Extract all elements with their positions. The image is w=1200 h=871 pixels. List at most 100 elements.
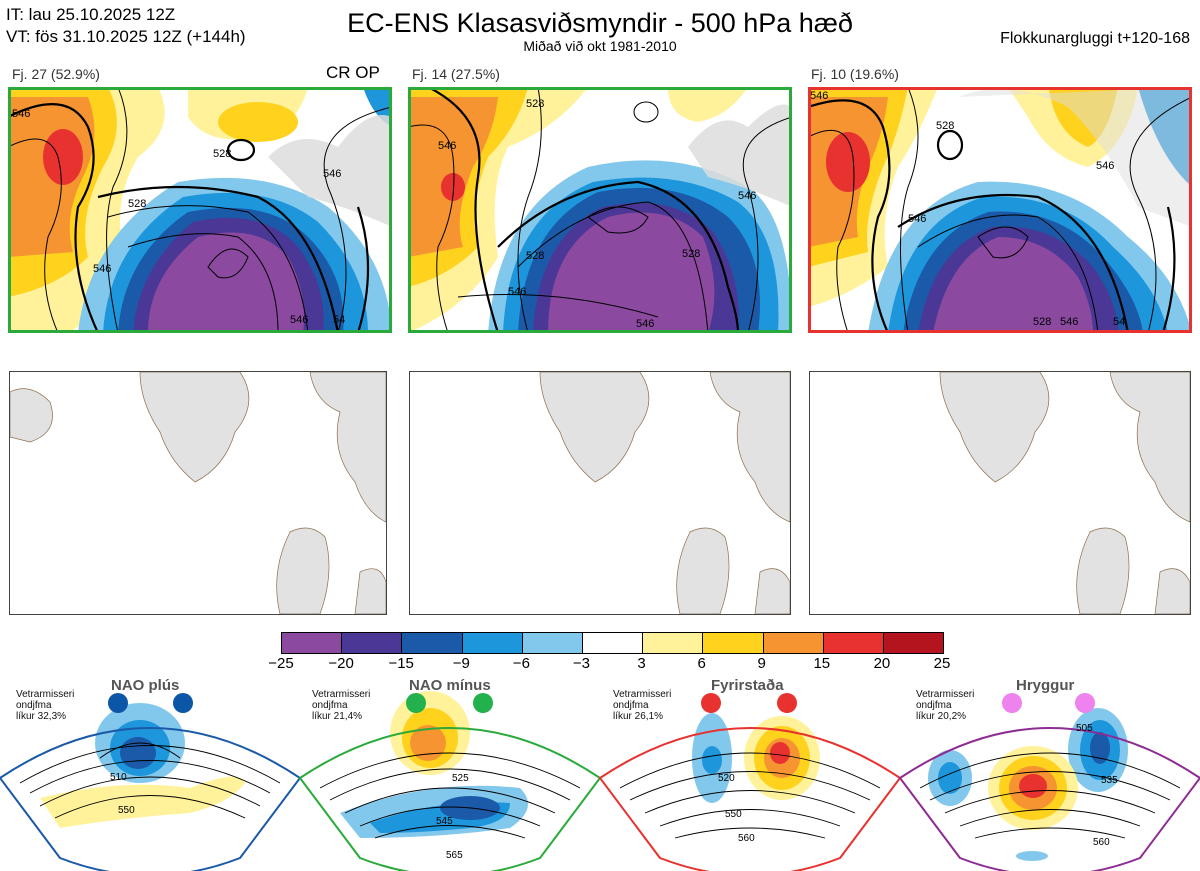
colorbar-tick-label: −20 (328, 655, 354, 672)
regime-3-note: Vetrarmisseri ondjfma líkur 26,1% (613, 689, 671, 722)
colorbar-tick-label: −9 (452, 655, 470, 672)
page-subtitle: Miðað við okt 1981-2010 (523, 38, 677, 54)
colorbar-tick-label: −6 (512, 655, 530, 672)
colorbar-segment (522, 633, 583, 653)
contour-label: 550 (725, 809, 742, 820)
regime-3-map: 520 550 560 (598, 693, 902, 871)
regime-2-dot (473, 693, 493, 713)
cluster-2-map: 546 528 528 546 528 546 546 (408, 87, 792, 333)
colorbar-segment (823, 633, 884, 653)
colorbar-segment (883, 633, 944, 653)
page-title: EC-ENS Klasasviðsmyndir - 500 hPa hæð (347, 8, 853, 38)
note-line: líkur 20,2% (916, 711, 967, 722)
regime-3-dot (777, 693, 797, 713)
note-line: Vetrarmisseri (916, 689, 975, 700)
regime-4-note: Vetrarmisseri ondjfma líkur 20,2% (916, 689, 974, 722)
colorbar-tick-label: 6 (697, 655, 706, 672)
contour-label: 528 (128, 198, 146, 210)
cluster-3-label: Fj. 10 (19.6%) (811, 66, 899, 82)
issue-time: IT: lau 25.10.2025 12Z (6, 5, 176, 24)
contour-label: 528 (682, 248, 700, 260)
regime-1-map: 510 550 (0, 693, 302, 871)
regime-2-map: 525 545 565 (298, 691, 602, 871)
contour-label: 528 (1033, 316, 1051, 328)
colorbar-segment (582, 633, 644, 653)
valid-time: VT: fös 31.10.2025 12Z (+144h) (6, 27, 246, 46)
contour-label: 546 (438, 140, 456, 152)
contour-label: 546 (1096, 160, 1114, 172)
contour-label: 546 (1060, 316, 1078, 328)
contour-label: 525 (452, 773, 469, 784)
note-line: ondjfma (916, 700, 952, 711)
cluster-2-label: Fj. 14 (27.5%) (412, 66, 500, 82)
note-line: ondjfma (16, 700, 52, 711)
regime-1-title: NAO plús (111, 677, 180, 694)
contour-label: 546 (12, 108, 30, 120)
cluster-2-border (408, 87, 792, 333)
colorbar-tick-label: −25 (268, 655, 294, 672)
contour-label: 546 (738, 190, 756, 202)
cluster-1-border (8, 87, 392, 333)
contour-label: 535 (1101, 775, 1118, 786)
colorbar-tick-label: −3 (572, 655, 591, 672)
colorbar-segment (402, 633, 463, 653)
contour-label: 545 (436, 816, 453, 827)
regime-4-dot (1002, 693, 1022, 713)
contour-label: 510 (110, 772, 127, 783)
header-left: IT: lau 25.10.2025 12Z VT: fös 31.10.202… (6, 4, 246, 48)
colorbar-tick-label: 25 (933, 655, 951, 672)
note-line: Vetrarmisseri (312, 689, 371, 700)
cluster-3-map: 546 528 546 546 528 546 54 (808, 87, 1192, 333)
note-line: Vetrarmisseri (16, 689, 75, 700)
contour-label: 565 (446, 850, 463, 861)
regime-1-dot (108, 693, 128, 713)
contour-label: 546 (636, 318, 654, 330)
note-line: líkur 21,4% (312, 711, 363, 722)
regime-4-dot (1075, 693, 1095, 713)
contour-label: 528 (526, 250, 544, 262)
cluster-1-map: 546 528 546 528 546 546 54 (8, 87, 392, 333)
contour-label: 54 (1113, 316, 1125, 328)
colorbar-tick-label: 20 (873, 655, 891, 672)
note-line: líkur 32,3% (16, 711, 67, 722)
contour-label: 560 (738, 833, 755, 844)
cluster-3-border (808, 87, 1192, 333)
contour-label: 546 (93, 263, 111, 275)
cluster-1-lower-map (9, 371, 387, 615)
contour-label: 54 (333, 314, 345, 326)
note-line: líkur 26,1% (613, 711, 664, 722)
colorbar-segment (703, 633, 764, 653)
note-line: Vetrarmisseri (613, 689, 672, 700)
colorbar-tick-label: −15 (388, 655, 414, 672)
colorbar-tick-label: 3 (637, 655, 646, 672)
contour-label: 560 (1093, 837, 1110, 848)
regime-1-dot (173, 693, 193, 713)
note-line: ondjfma (312, 700, 348, 711)
colorbar-segment (763, 633, 824, 653)
regime-3-title: Fyrirstaða (711, 677, 784, 694)
colorbar-segment (342, 633, 403, 653)
contour-label: 528 (213, 148, 231, 160)
contour-label: 546 (323, 168, 341, 180)
regime-2-title: NAO mínus (409, 677, 491, 694)
colorbar-tick-label: 9 (757, 655, 766, 672)
contour-label: 528 (526, 98, 544, 110)
cluster-1-tag: CR OP (326, 63, 380, 82)
cluster-2-lower-map (409, 371, 791, 615)
regime-2-dot (406, 693, 426, 713)
contour-label: 505 (1076, 723, 1093, 734)
regime-maps: 510 550 525 545 565 (0, 691, 1200, 871)
regime-4-title: Hryggur (1016, 677, 1075, 694)
regime-2-note: Vetrarmisseri ondjfma líkur 21,4% (312, 689, 370, 722)
contour-label: 546 (290, 314, 308, 326)
colorbar (281, 632, 944, 654)
cluster-1-label: Fj. 27 (52.9%) (12, 66, 100, 82)
contour-label: 546 (810, 90, 828, 102)
note-line: ondjfma (613, 700, 649, 711)
colorbar-tick-label: 15 (813, 655, 831, 672)
colorbar-segment (643, 633, 704, 653)
contour-label: 546 (908, 213, 926, 225)
contour-label: 528 (936, 120, 954, 132)
regime-1-note: Vetrarmisseri ondjfma líkur 32,3% (16, 689, 74, 722)
regime-4-map: 505 535 560 (898, 693, 1200, 871)
